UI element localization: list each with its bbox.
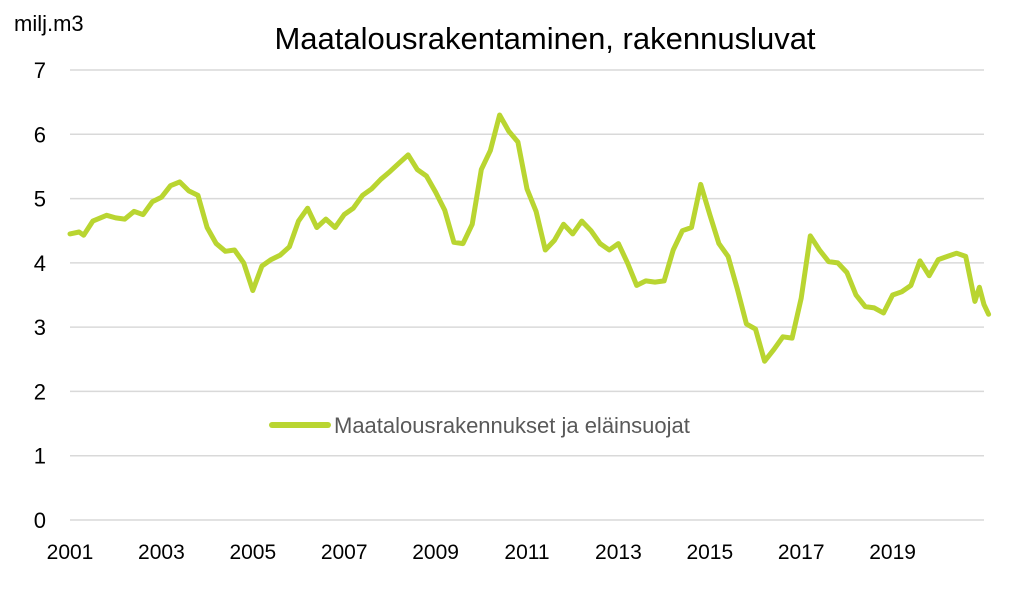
x-tick-label: 2019	[869, 541, 916, 564]
x-tick-label: 2015	[686, 541, 733, 564]
x-axis-ticks: 2001 2003 2005 2007 2009 2011 2013 2015 2017 2019	[47, 541, 916, 564]
gridlines	[70, 69, 984, 521]
y-tick-label: 7	[34, 58, 46, 83]
x-tick-label: 2001	[47, 541, 94, 564]
y-tick-label: 3	[34, 315, 46, 340]
legend: Maatalousrakennukset ja eläinsuojat	[269, 413, 690, 438]
x-tick-label: 2017	[778, 541, 825, 564]
y-tick-label: 6	[34, 122, 46, 147]
x-tick-label: 2007	[321, 541, 368, 564]
y-axis-ticks: 0 1 2 3 4 5 6 7	[34, 58, 46, 533]
x-tick-label: 2013	[595, 541, 642, 564]
legend-label: Maatalousrakennukset ja eläinsuojat	[334, 413, 690, 438]
series-line-0	[67, 112, 992, 364]
chart-title: Maatalousrakentaminen, rakennusluvat	[274, 21, 815, 56]
y-tick-label: 1	[34, 444, 46, 469]
y-tick-label: 4	[34, 251, 46, 276]
x-tick-label: 2003	[138, 541, 185, 564]
y-axis-unit-label: milj.m3	[14, 11, 84, 36]
y-tick-label: 2	[34, 379, 46, 404]
series-lines	[67, 112, 992, 364]
x-tick-label: 2005	[229, 541, 276, 564]
y-tick-label: 0	[34, 508, 46, 533]
x-tick-label: 2009	[412, 541, 459, 564]
x-tick-label: 2011	[504, 541, 549, 564]
y-tick-label: 5	[34, 187, 46, 212]
